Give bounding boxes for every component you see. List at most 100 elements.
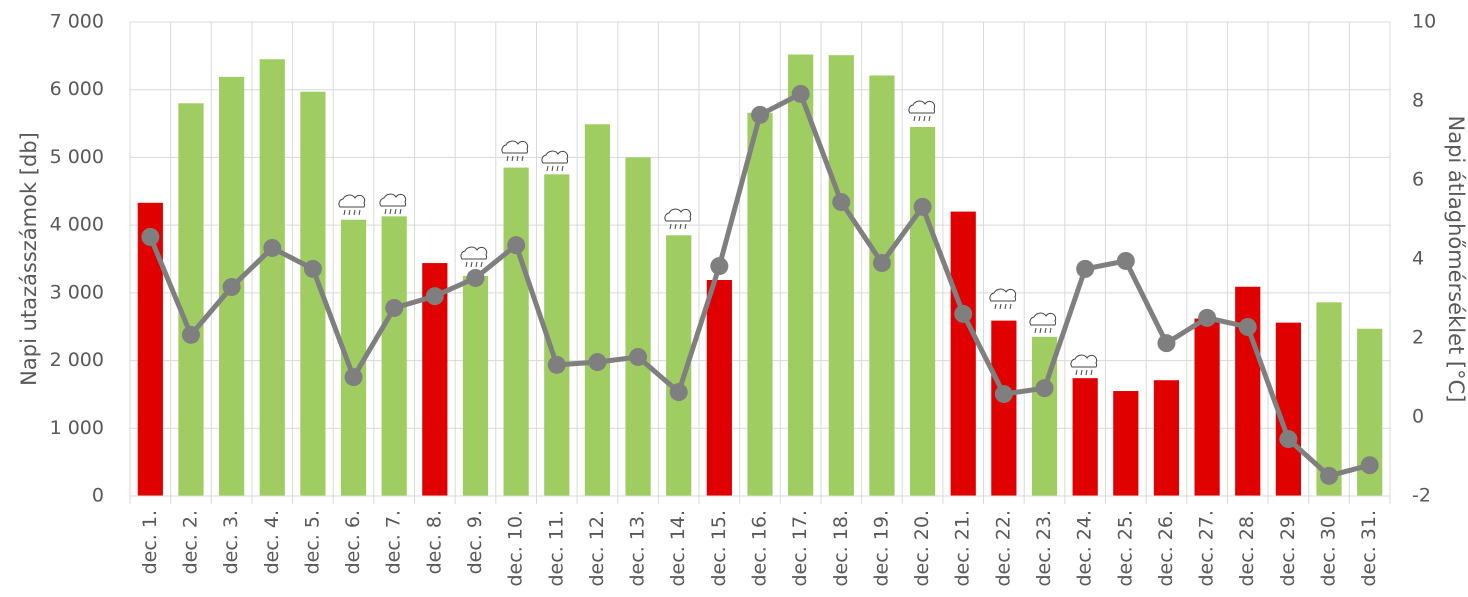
line-marker	[751, 105, 769, 124]
x-tick-label: dec. 20.	[911, 510, 933, 587]
bar	[462, 275, 489, 496]
x-tick-label: dec. 30.	[1318, 510, 1340, 587]
bar	[381, 216, 407, 496]
x-tick-label: dec. 21.	[952, 510, 974, 587]
bar	[584, 124, 611, 497]
line-marker	[344, 368, 363, 387]
x-tick-label: dec. 12.	[586, 510, 608, 587]
line-marker	[954, 304, 973, 323]
x-tick-label: dec. 27.	[1196, 510, 1218, 587]
line-marker	[1116, 251, 1135, 270]
x-tick-label: dec. 10.	[505, 510, 527, 587]
x-tick-label: dec. 15.	[708, 510, 730, 587]
x-tick-label: dec. 17.	[789, 510, 811, 587]
x-tick-label: dec. 13.	[627, 510, 649, 587]
line-marker	[263, 238, 282, 257]
line-marker	[1157, 334, 1176, 353]
line-marker	[669, 383, 688, 402]
line-marker	[629, 347, 648, 366]
bar	[991, 320, 1017, 496]
bar	[1072, 378, 1098, 496]
y2-tick-label: -2	[1412, 485, 1431, 507]
bar	[909, 126, 936, 496]
line-marker	[1035, 379, 1054, 398]
y-tick-label: 1 000	[50, 417, 104, 439]
y-tick-label: 6 000	[50, 78, 104, 100]
x-tick-label: dec. 8.	[423, 510, 445, 574]
x-tick-label: dec. 5.	[301, 510, 323, 574]
bar	[259, 59, 285, 496]
line-marker	[1320, 466, 1339, 485]
x-tick-label: dec. 24.	[1074, 510, 1096, 587]
bar	[1153, 380, 1180, 496]
bar	[1316, 302, 1342, 496]
line-marker	[181, 325, 200, 344]
y-tick-label: 3 000	[50, 281, 104, 303]
line-marker	[547, 355, 566, 374]
line-marker	[872, 253, 891, 272]
line-marker	[222, 278, 241, 297]
x-tick-label: dec. 29.	[1277, 510, 1299, 587]
line-marker	[425, 287, 444, 306]
bar	[137, 202, 163, 496]
y-tick-label: 2 000	[50, 349, 104, 371]
x-tick-label: dec. 18.	[830, 510, 852, 587]
x-tick-label: dec. 31.	[1358, 510, 1380, 587]
y2-tick-label: 2	[1412, 327, 1424, 349]
y2-axis-title: Napi átlaghőmérséklet [°C]	[1444, 116, 1468, 403]
line-marker	[832, 193, 851, 212]
y-axis-title: Napi utazásszámok [db]	[17, 132, 41, 386]
x-tick-label: dec. 9.	[464, 510, 486, 574]
line-marker	[303, 259, 322, 278]
bar	[1194, 318, 1220, 496]
line-marker	[1198, 308, 1217, 327]
x-tick-label: dec. 7.	[383, 510, 405, 574]
line-marker	[1076, 259, 1095, 278]
x-tick-label: dec. 22.	[992, 510, 1014, 587]
x-tick-label: dec. 25.	[1114, 510, 1136, 587]
y2-tick-label: 0	[1412, 406, 1424, 428]
line-marker	[710, 257, 729, 276]
y-tick-label: 5 000	[50, 146, 104, 168]
line-marker	[994, 385, 1013, 404]
x-tick-label: dec. 4.	[261, 510, 283, 574]
line-marker	[913, 197, 932, 216]
y2-tick-label: 10	[1412, 11, 1436, 33]
bar	[828, 55, 854, 497]
y-tick-label: 0	[92, 485, 104, 507]
line-marker	[385, 298, 404, 317]
x-tick-label: dec. 1.	[139, 510, 161, 574]
bar	[869, 75, 895, 496]
y2-tick-label: 4	[1412, 248, 1424, 270]
y-tick-label: 4 000	[50, 214, 104, 236]
line-marker	[791, 84, 810, 103]
bar	[950, 211, 976, 496]
x-tick-label: dec. 3.	[220, 510, 242, 574]
y-tick-label: 7 000	[50, 11, 104, 33]
line-marker	[1279, 430, 1298, 449]
y2-tick-label: 6	[1412, 169, 1424, 191]
x-tick-label: dec. 23.	[1033, 510, 1055, 587]
bar	[747, 112, 773, 496]
x-tick-label: dec. 16.	[749, 510, 771, 587]
bar	[625, 157, 651, 496]
x-tick-label: dec. 14.	[667, 510, 689, 587]
line-marker	[1360, 456, 1379, 475]
line-marker	[588, 353, 607, 372]
x-tick-label: dec. 2.	[179, 510, 201, 574]
x-tick-label: dec. 11.	[545, 510, 567, 587]
bar	[706, 279, 732, 496]
line-marker	[1238, 317, 1257, 336]
x-tick-label: dec. 26.	[1155, 510, 1177, 587]
line-marker	[507, 236, 526, 255]
line-marker	[141, 227, 160, 246]
bar	[503, 167, 529, 497]
y2-tick-label: 8	[1412, 90, 1424, 112]
x-tick-label: dec. 6.	[342, 510, 364, 574]
x-tick-label: dec. 19.	[870, 510, 892, 587]
line-marker	[466, 268, 485, 287]
x-tick-label: dec. 28.	[1236, 510, 1258, 587]
bar	[788, 54, 814, 496]
bar	[1113, 391, 1139, 496]
